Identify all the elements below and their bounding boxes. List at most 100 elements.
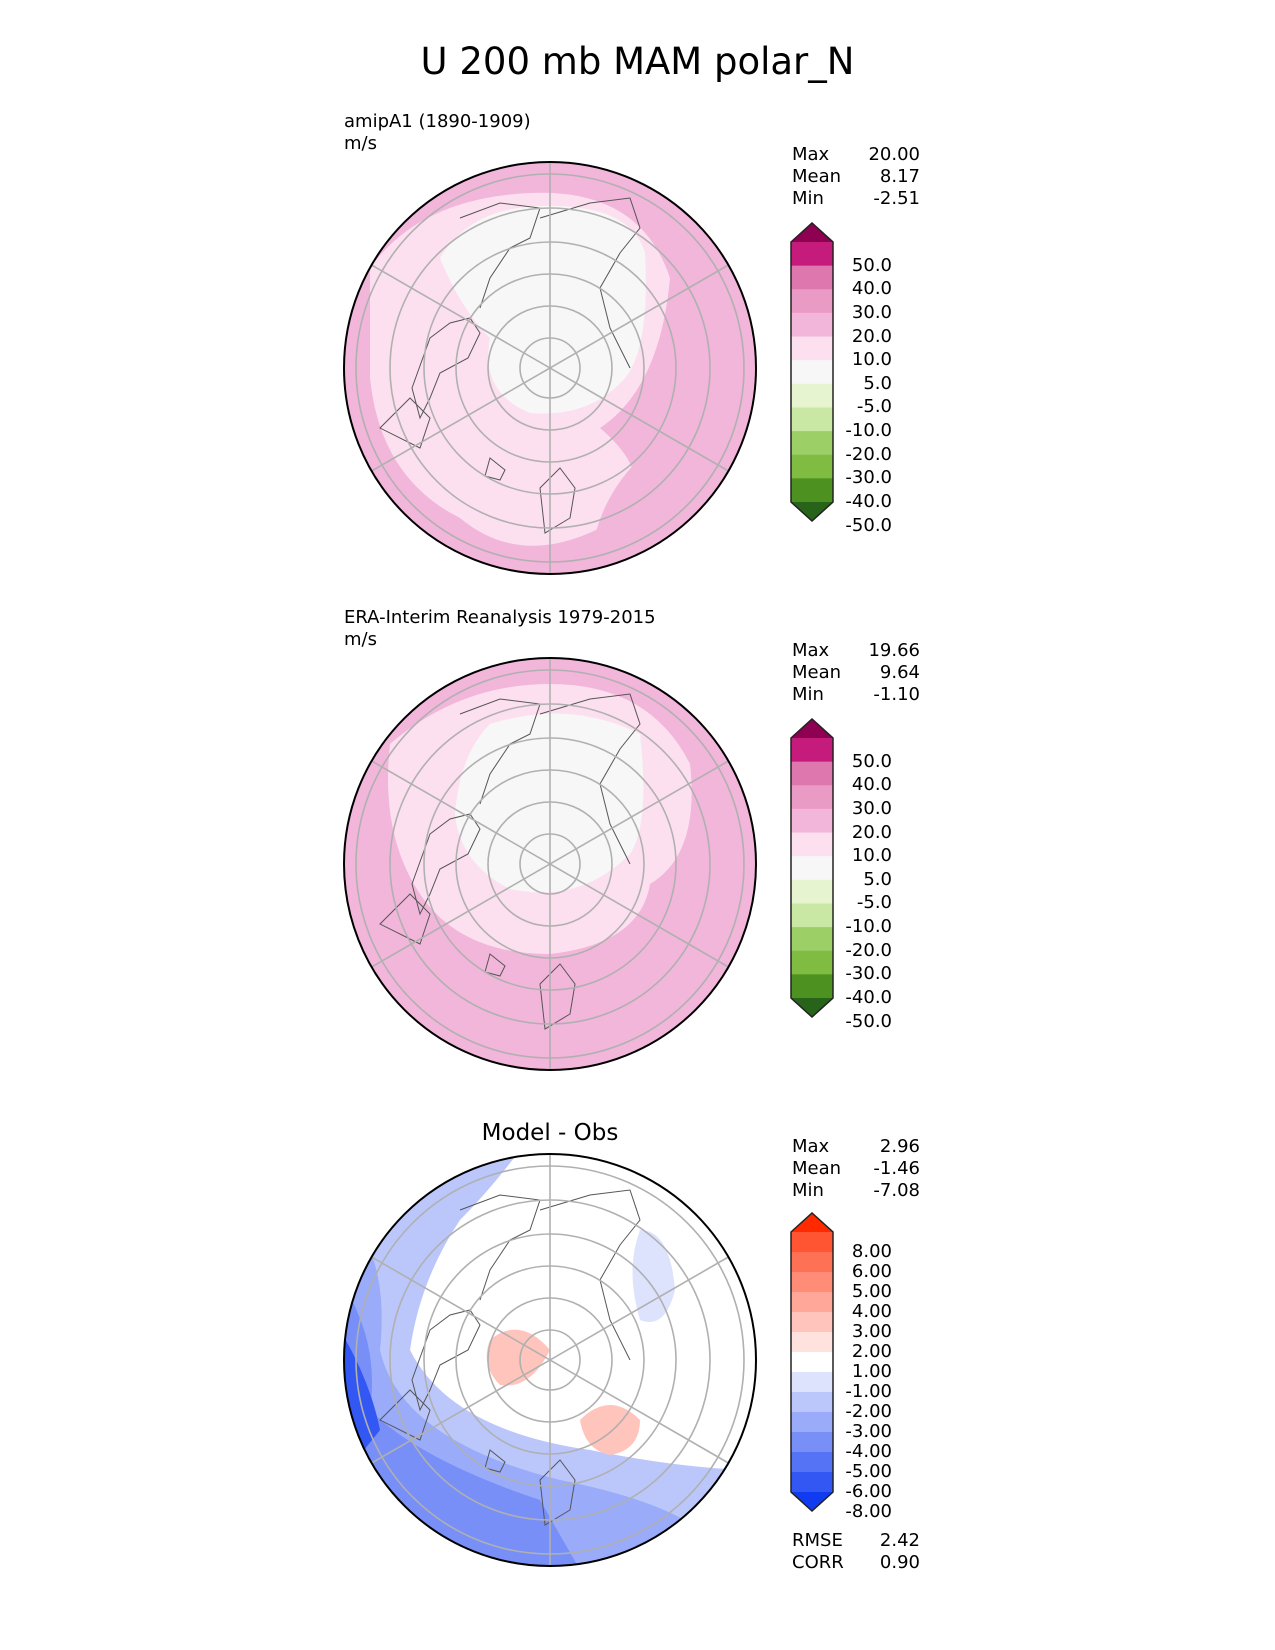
coastline-asia [539,1189,641,1361]
colorbar-extend-max [791,719,833,738]
coastline-north-america [459,202,541,309]
colorbar-extend-max [791,1213,833,1232]
graticule [355,658,745,1070]
colorbar-tick-label: -50.0 [845,1010,892,1032]
colorbar-cell [791,856,833,881]
graticule [355,1154,745,1566]
colorbar-tick-label: 30.0 [851,301,892,323]
map-boundary [343,657,757,1071]
colorbar-extend-min [791,502,833,521]
colorbar-cell [791,407,833,432]
model-units: m/s [344,133,377,154]
colorbar-tick-label: -50.0 [845,514,892,536]
coastline-greenland [411,813,481,916]
coastline-scandinavia [539,963,576,1030]
map-boundary [343,161,757,575]
colorbar-tick-label: -5.00 [845,1461,892,1482]
colorbar-tick-label: -5.0 [856,396,892,418]
stat-mean: Mean 8.17 [792,166,920,187]
map-boundary [343,1153,757,1567]
colorbar-tick-label: -40.0 [845,491,892,512]
coastline-iceland [484,457,506,481]
obs-stats: Max 19.66 Mean 9.64 Min -1.10 [792,640,920,706]
model-polar-map [343,161,757,575]
colorbar-cell [791,289,833,314]
colorbar-tick-label: -10.0 [845,916,892,938]
colorbar-tick-label: -10.0 [845,420,892,442]
colorbar-cell [791,1412,833,1433]
colorbar-cell [791,242,833,267]
stat-min: Min -1.10 [792,684,920,705]
coastline-canada [379,893,431,945]
model-label: amipA1 (1890-1909) m/s [344,111,531,155]
colorbar-tick-label: 5.0 [863,868,892,890]
colorbar-tick-label: 20.0 [851,821,892,843]
coastline-canada [379,397,431,449]
stat-max: Max 19.66 [792,640,920,661]
colorbar-outline [790,1212,834,1512]
obs-units: m/s [344,629,377,650]
coastlines [379,197,641,534]
colorbar-cell [791,1452,833,1473]
colorbar-tick-label: -30.0 [845,963,892,985]
colorbar-tick-label: -1.00 [845,1381,892,1402]
diff-fill-minus4 [344,1280,580,1566]
colorbar-cell [791,738,833,763]
colorbar-tick-label: 10.0 [851,349,892,371]
colorbar-tick-label: 30.0 [851,797,892,819]
obs-polar-map [343,657,757,1071]
colorbar-tick-label: 3.00 [851,1321,892,1342]
diff-polar-map [343,1153,757,1567]
colorbar-cell [791,1352,833,1373]
colorbar-tick-label: 40.0 [851,278,892,300]
colorbar-tick-label: -8.00 [845,1501,892,1522]
colorbar-tick-label: -2.00 [845,1401,892,1422]
graticule [355,162,745,574]
colorbar-tick-label: 50.0 [851,254,892,276]
diff-fill-minus1 [632,1230,675,1322]
colorbar-cell [791,974,833,999]
colorbar-cell [791,383,833,408]
coastline-iceland [484,953,506,977]
colorbar-tick-label: 5.00 [851,1281,892,1302]
colorbar-cell [791,879,833,904]
stat-max: Max 2.96 [792,1136,920,1157]
stat-max: Max 20.00 [792,144,920,165]
coastline-scandinavia [539,467,576,534]
coastlines [379,693,641,1030]
colorbar-cell [791,336,833,361]
colorbar-tick-label: 20.0 [851,325,892,347]
coastline-greenland [411,317,481,420]
coastline-iceland [484,1449,506,1473]
colorbar-extend-min [791,998,833,1017]
colorbar-tick-label: -3.00 [845,1421,892,1442]
model-stats: Max 20.00 Mean 8.17 Min -2.51 [792,144,920,210]
colorbar-cell [791,832,833,857]
figure-title: U 200 mb MAM polar_N [420,40,855,83]
coastline-asia [539,197,641,369]
stat-min: Min -7.08 [792,1180,920,1201]
colorbar-tick-label: 2.00 [851,1341,892,1362]
colorbar-diff [790,1212,834,1512]
colorbar-cell [791,903,833,928]
colorbar-cell [791,761,833,786]
colorbar-tick-label: -30.0 [845,467,892,489]
model-name: amipA1 (1890-1909) [344,111,531,132]
colorbar-tick-label: 8.00 [851,1241,892,1262]
field-fill-5 [440,205,646,414]
colorbar-tick-label: 1.00 [851,1361,892,1382]
coastlines [379,1189,641,1526]
colorbar-tick-label: -20.0 [845,939,892,961]
colorbar-cell [791,1472,833,1493]
diff-fill-plus2 [486,1329,550,1386]
obs-name: ERA-Interim Reanalysis 1979-2015 [344,607,656,628]
field-fill-5 [455,713,644,893]
colorbar-cell [791,785,833,810]
colorbar-outline [790,718,834,1018]
obs-label: ERA-Interim Reanalysis 1979-2015 m/s [344,607,656,651]
colorbar-field-2 [790,718,834,1018]
colorbar-cell [791,1372,833,1393]
stat-min: Min -2.51 [792,188,920,209]
colorbar-cell [791,431,833,456]
colorbar-tick-label: -4.00 [845,1441,892,1462]
